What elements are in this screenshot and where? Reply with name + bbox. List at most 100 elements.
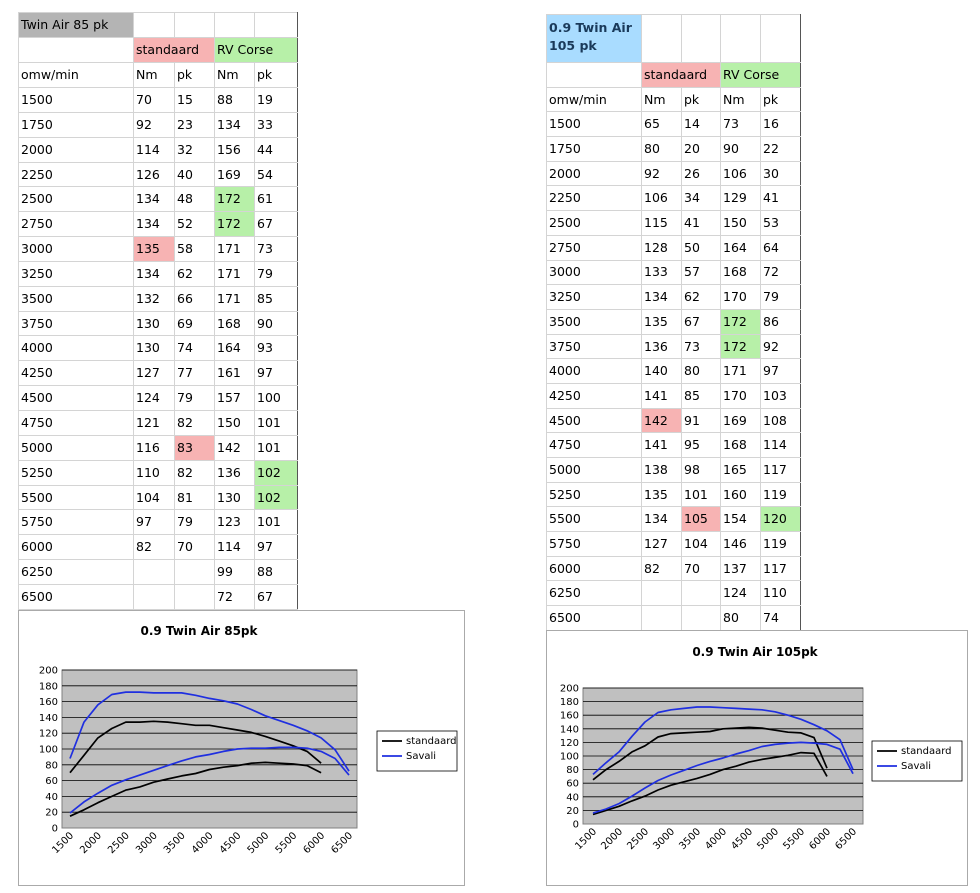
- legend-label: Savali: [406, 751, 436, 762]
- table-row: 1500 65 14 73 16: [546, 111, 801, 138]
- value-cell: 114: [760, 432, 801, 458]
- value-cell: 142: [641, 407, 682, 434]
- rpm-cell: 5750: [546, 531, 642, 557]
- x-tick-label: 3500: [162, 830, 188, 856]
- y-tick-label: 160: [560, 711, 579, 722]
- x-tick-label: 5000: [755, 826, 781, 852]
- rpm-cell: 4000: [18, 335, 134, 362]
- table-row: 2250 126 40 169 54: [18, 161, 298, 188]
- y-tick-label: 20: [566, 806, 579, 817]
- value-cell: 73: [720, 111, 761, 138]
- value-cell: 133: [641, 259, 682, 286]
- series-line-Savali: [592, 706, 854, 776]
- value-cell: 127: [133, 360, 175, 387]
- group-rv-corse: RV Corse: [214, 37, 298, 63]
- value-cell: 93: [254, 335, 298, 362]
- value-cell: 169: [214, 161, 255, 188]
- value-cell: 88: [214, 87, 255, 113]
- value-cell: 156: [214, 136, 255, 163]
- rpm-cell: 2750: [18, 211, 134, 238]
- value-cell: 72: [760, 259, 801, 286]
- value-cell: 135: [133, 236, 175, 262]
- value-cell: 67: [681, 308, 721, 335]
- legend-box: [376, 730, 458, 772]
- value-cell: 134: [133, 186, 175, 213]
- header-cell: Nm: [133, 62, 175, 88]
- header-cell: pk: [254, 62, 298, 88]
- table-row: 4000 140 80 171 97: [546, 358, 801, 384]
- value-cell: 74: [174, 335, 215, 362]
- table-row: 3000 133 57 168 72: [546, 259, 801, 286]
- value-cell: 82: [174, 409, 215, 436]
- value-cell: 32: [174, 136, 215, 163]
- table-row: 4500 142 91 169 108: [546, 407, 801, 434]
- table-row: 2000 92 26 106 30: [546, 160, 801, 187]
- table-row: 1750 92 23 134 33: [18, 111, 298, 138]
- rpm-cell: 2500: [546, 210, 642, 236]
- table-row: 5000 116 83 142 101: [18, 434, 298, 461]
- rpm-cell: 4250: [18, 360, 134, 387]
- value-cell: 57: [681, 259, 721, 286]
- value-cell: 85: [254, 285, 298, 312]
- value-cell: [681, 605, 721, 631]
- value-cell: 72: [214, 583, 255, 610]
- legend-box: [871, 740, 963, 782]
- value-cell: 99: [214, 559, 255, 585]
- value-cell: 105: [681, 506, 721, 533]
- table-row: 4000 130 74 164 93: [18, 335, 298, 362]
- legend-label: standaard: [901, 746, 951, 757]
- value-cell: 82: [641, 555, 682, 582]
- rpm-cell: 6250: [546, 580, 642, 607]
- value-cell: 168: [214, 310, 255, 337]
- y-tick-label: 120: [39, 729, 58, 740]
- value-cell: 132: [133, 285, 175, 312]
- value-cell: 114: [133, 136, 175, 163]
- value-cell: 101: [681, 481, 721, 508]
- value-cell: 69: [174, 310, 215, 337]
- x-tick-label: 2500: [625, 826, 651, 852]
- chart-title: 0.9 Twin Air 105pk: [692, 645, 818, 659]
- y-tick-label: 180: [560, 697, 579, 708]
- series-line-standaard: [69, 761, 322, 817]
- value-cell: 141: [641, 382, 682, 409]
- value-cell: 126: [133, 161, 175, 188]
- value-cell: 20: [681, 136, 721, 162]
- header-cell: Nm: [214, 62, 255, 88]
- rpm-cell: 6000: [546, 555, 642, 582]
- value-cell: 141: [641, 432, 682, 458]
- rpm-cell: 1750: [546, 136, 642, 162]
- value-cell: 106: [641, 185, 682, 212]
- value-cell: 172: [720, 333, 761, 360]
- value-cell: 171: [214, 236, 255, 262]
- table-row: 2500 115 41 150 53: [546, 210, 801, 236]
- value-cell: 146: [720, 531, 761, 557]
- table-row: 1750 80 20 90 22: [546, 136, 801, 162]
- value-cell: 80: [641, 136, 682, 162]
- group-standaard: standaard: [133, 37, 215, 63]
- value-cell: 82: [133, 534, 175, 561]
- table-row: 5750 127 104 146 119: [546, 531, 801, 557]
- rpm-cell: 3250: [18, 260, 134, 287]
- x-tick-label: 6500: [833, 826, 859, 852]
- table-row: 2750 134 52 172 67: [18, 211, 298, 238]
- x-tick-label: 5500: [781, 826, 807, 852]
- value-cell: 169: [720, 407, 761, 434]
- table-row: 5000 138 98 165 117: [546, 457, 801, 483]
- value-cell: 172: [720, 308, 761, 335]
- rpm-cell: 5000: [546, 457, 642, 483]
- value-cell: 170: [720, 284, 761, 310]
- y-tick-label: 40: [566, 792, 579, 803]
- value-cell: 130: [214, 484, 255, 511]
- rpm-cell: 5750: [18, 509, 134, 536]
- value-cell: 74: [760, 605, 801, 631]
- value-cell: 134: [641, 284, 682, 310]
- header-cell: pk: [760, 86, 801, 113]
- value-cell: 91: [681, 407, 721, 434]
- table-row: 4750 121 82 150 101: [18, 409, 298, 436]
- value-cell: 157: [214, 385, 255, 411]
- value-cell: 171: [214, 285, 255, 312]
- value-cell: 14: [681, 111, 721, 138]
- value-cell: 168: [720, 432, 761, 458]
- table-row: 3000 135 58 171 73: [18, 236, 298, 262]
- value-cell: 135: [641, 481, 682, 508]
